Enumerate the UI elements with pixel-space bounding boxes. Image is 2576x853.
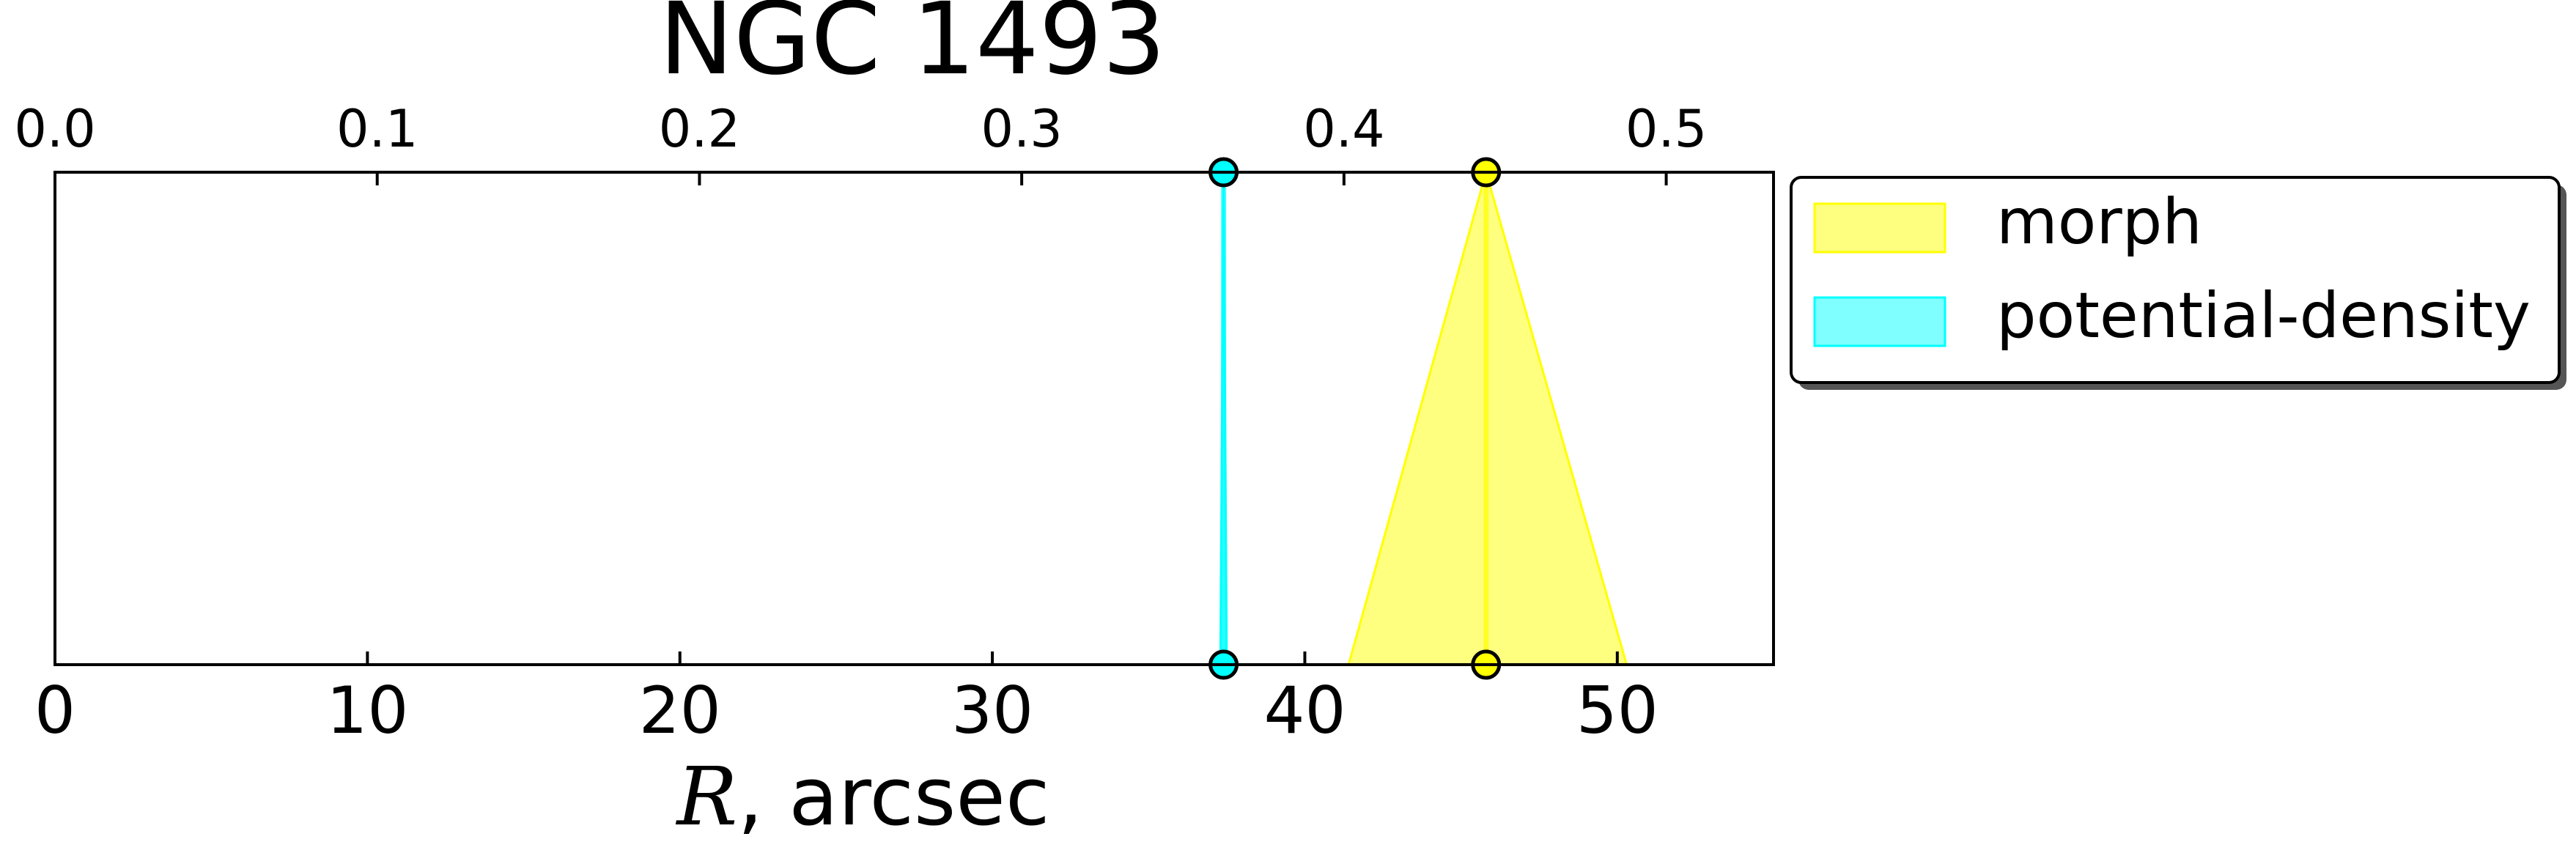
legend-label-potential-density: potential-density <box>1996 279 2531 352</box>
top-axis: 0.0 0.1 0.2 0.3 0.4 0.5 <box>14 99 1707 185</box>
top-tick-label: 0.3 <box>981 99 1062 159</box>
x-tick-label: 20 <box>639 673 721 748</box>
series-layer <box>1208 157 1628 680</box>
x-tick-label: 30 <box>951 673 1033 748</box>
x-tick-label: 10 <box>326 673 408 748</box>
legend: morph potential-density <box>1790 176 2566 390</box>
legend-swatch-morph <box>1813 202 1946 254</box>
top-tick-label: 0.0 <box>14 99 95 159</box>
top-tick-label: 0.1 <box>336 99 418 159</box>
top-tick-label: 0.4 <box>1303 99 1384 159</box>
x-axis-label: R, arcsec <box>676 750 1050 843</box>
legend-swatch-potential-density <box>1813 296 1946 347</box>
x-tick-label: 50 <box>1576 673 1658 748</box>
top-tick-label: 0.2 <box>659 99 740 159</box>
legend-box <box>1790 176 2561 384</box>
x-axis-label-symbol: R <box>676 750 738 843</box>
plot-frame <box>53 171 1775 666</box>
x-tick-label: 40 <box>1263 673 1346 748</box>
legend-label-morph: morph <box>1996 185 2202 259</box>
x-axis-label-unit: , arcsec <box>737 750 1049 843</box>
bottom-axis: 0 10 20 30 40 50 <box>34 651 1658 748</box>
chart-title: NGC 1493 <box>659 0 1165 97</box>
top-tick-label: 0.5 <box>1625 99 1707 159</box>
x-tick-label: 0 <box>34 673 75 748</box>
